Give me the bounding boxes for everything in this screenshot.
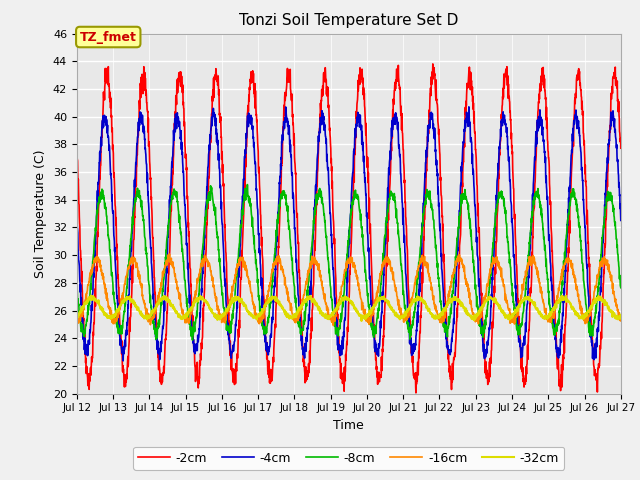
-4cm [570, 131, 577, 136]
-2cm [429, 61, 436, 67]
X-axis label: Time: Time [333, 419, 364, 432]
Text: TZ_fmet: TZ_fmet [80, 31, 137, 44]
-16cm [508, 316, 515, 322]
Line: -16cm: -16cm [77, 254, 621, 325]
-8cm [377, 281, 385, 287]
-8cm [189, 337, 196, 343]
-2cm [412, 390, 420, 396]
-2cm [73, 145, 81, 151]
-2cm [508, 136, 515, 142]
-16cm [617, 318, 625, 324]
-4cm [376, 318, 384, 324]
-8cm [365, 302, 372, 308]
-16cm [330, 323, 337, 328]
-2cm [584, 240, 592, 245]
-16cm [225, 306, 232, 312]
-8cm [73, 286, 81, 291]
-32cm [73, 312, 81, 317]
-4cm [73, 221, 81, 227]
-8cm [225, 324, 232, 330]
Legend: -2cm, -4cm, -8cm, -16cm, -32cm: -2cm, -4cm, -8cm, -16cm, -32cm [133, 447, 564, 469]
Line: -2cm: -2cm [77, 64, 621, 393]
Y-axis label: Soil Temperature (C): Soil Temperature (C) [35, 149, 47, 278]
-32cm [570, 306, 577, 312]
-4cm [584, 288, 592, 294]
-32cm [358, 318, 365, 324]
Line: -32cm: -32cm [77, 296, 621, 321]
-8cm [617, 285, 625, 290]
-4cm [119, 358, 127, 364]
-2cm [570, 129, 577, 135]
-2cm [365, 170, 372, 176]
-32cm [365, 312, 372, 318]
-2cm [617, 145, 625, 151]
Line: -4cm: -4cm [77, 107, 621, 361]
-16cm [365, 321, 372, 327]
-4cm [225, 337, 232, 343]
-4cm [465, 104, 473, 110]
-16cm [570, 272, 577, 277]
-8cm [508, 276, 515, 282]
-4cm [508, 200, 515, 206]
-4cm [617, 217, 625, 223]
-16cm [377, 272, 385, 278]
-2cm [376, 373, 384, 379]
-32cm [377, 295, 385, 301]
-8cm [244, 182, 252, 188]
-32cm [87, 293, 95, 299]
-32cm [617, 312, 625, 318]
-32cm [225, 305, 232, 311]
-8cm [584, 312, 592, 317]
-2cm [225, 309, 232, 314]
-8cm [570, 191, 577, 196]
Line: -8cm: -8cm [77, 185, 621, 340]
-4cm [365, 245, 372, 251]
-32cm [584, 308, 592, 313]
-16cm [73, 315, 81, 321]
-16cm [584, 315, 592, 321]
Title: Tonzi Soil Temperature Set D: Tonzi Soil Temperature Set D [239, 13, 458, 28]
-32cm [508, 315, 515, 321]
-16cm [166, 252, 173, 257]
